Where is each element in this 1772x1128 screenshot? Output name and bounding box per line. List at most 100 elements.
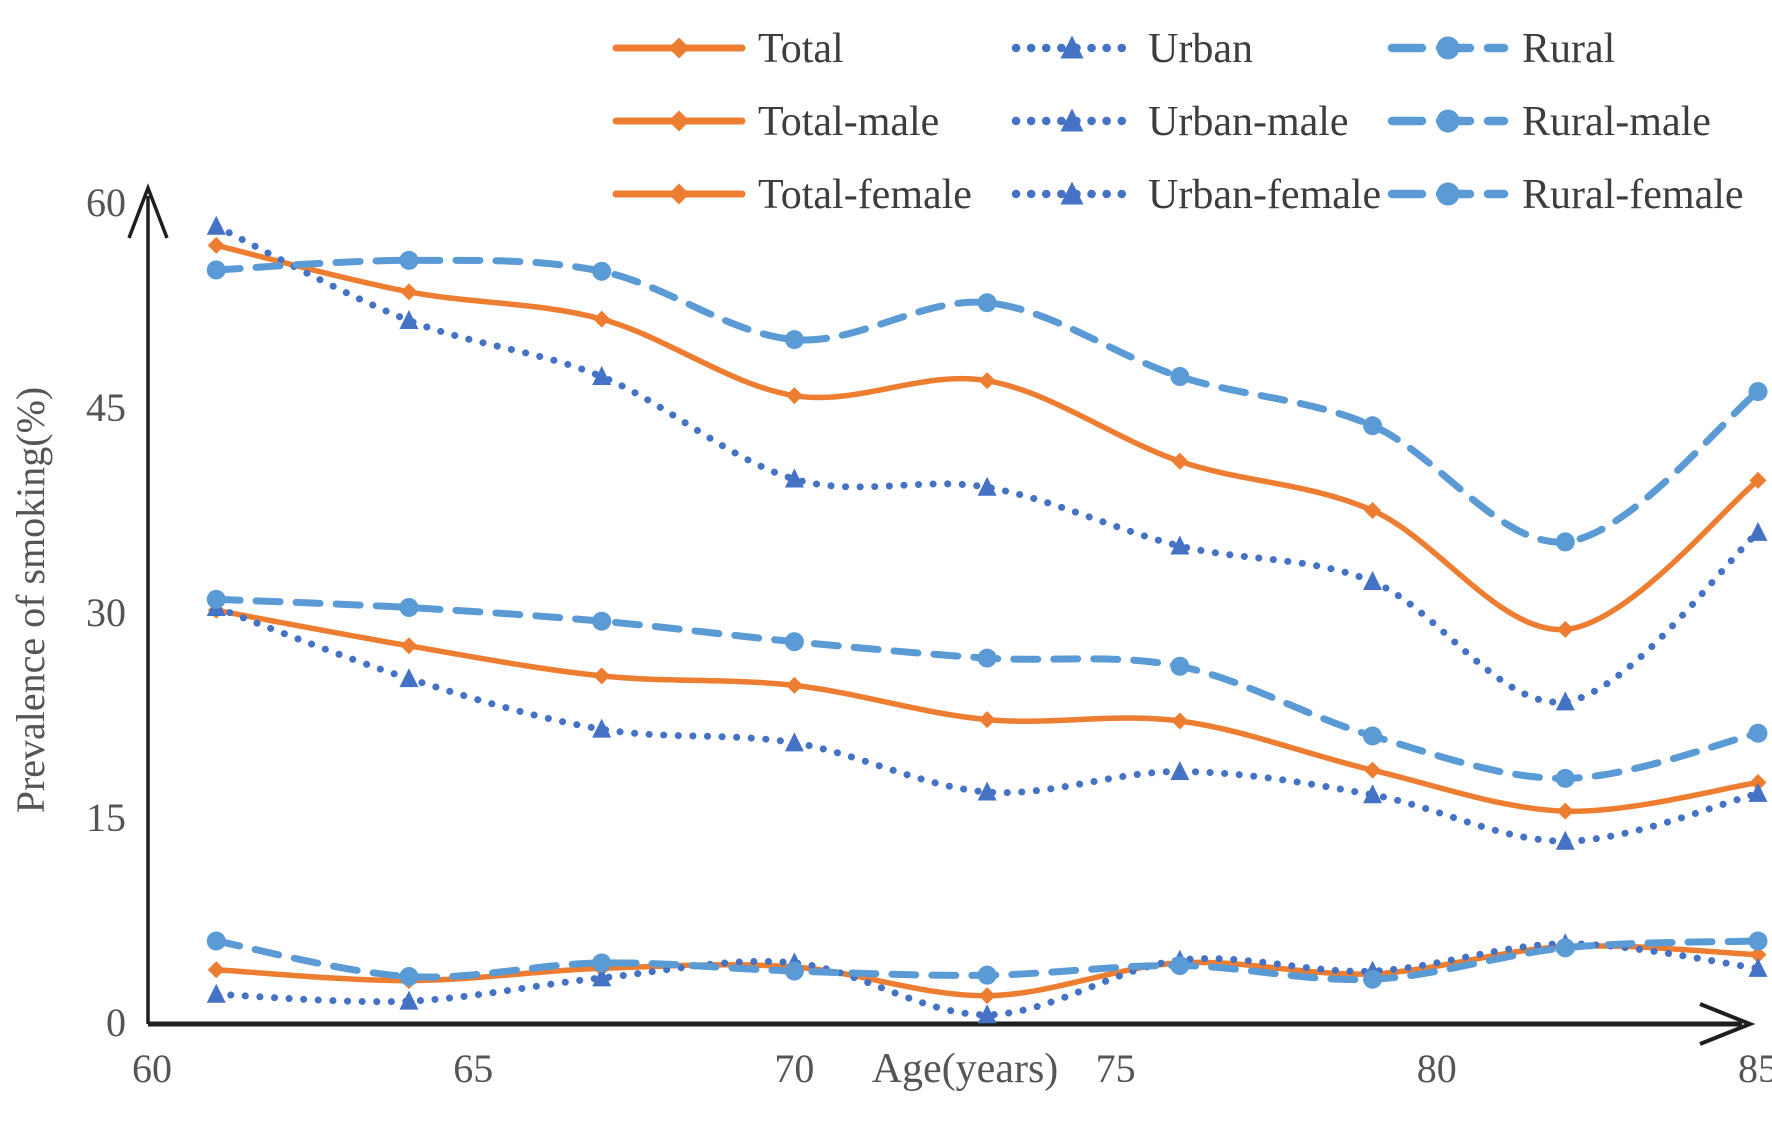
diamond-marker (1749, 773, 1767, 791)
triangle-marker (977, 476, 997, 496)
triangle-marker (592, 718, 612, 738)
y-tick-label: 15 (86, 795, 126, 840)
circle-marker (592, 611, 612, 631)
triangle-marker (1060, 35, 1084, 59)
legend-label: Urban (1148, 26, 1253, 72)
triangle-marker (977, 781, 997, 801)
diamond-marker (668, 110, 690, 132)
circle-marker (592, 261, 612, 281)
triangle-marker (399, 990, 419, 1010)
series-markers-urban-male (206, 215, 1768, 711)
triangle-marker (399, 310, 419, 330)
diamond-marker (1364, 761, 1382, 779)
triangle-marker (1170, 535, 1190, 555)
triangle-marker (977, 1004, 997, 1024)
circle-marker (1436, 36, 1460, 60)
diamond-marker (785, 387, 803, 405)
triangle-marker (206, 215, 226, 235)
x-tick-labels: 60 65 70 75 80 85 (132, 1046, 1772, 1091)
legend-item-rural-female: Rural-female (1387, 172, 1744, 218)
circle-marker (784, 632, 804, 652)
legend-item-rural: Rural (1387, 26, 1615, 72)
series-urban-male (206, 215, 1768, 711)
x-tick-label: 60 (132, 1046, 172, 1091)
triangle-marker (592, 967, 612, 987)
legend-label: Total-female (758, 172, 972, 218)
circle-marker (1436, 109, 1460, 133)
triangle-marker (1363, 784, 1383, 804)
circle-marker (1436, 182, 1460, 206)
triangle-marker (784, 468, 804, 488)
diamond-marker (1364, 501, 1382, 519)
circle-marker (1748, 723, 1768, 743)
diamond-marker (1749, 946, 1767, 964)
x-tick-label: 65 (453, 1046, 493, 1091)
series-markers-total-male (207, 236, 1767, 638)
circle-marker (977, 293, 997, 313)
circle-marker (206, 589, 226, 609)
legend-label: Rural-male (1522, 99, 1711, 145)
diamond-marker (1171, 452, 1189, 470)
circle-marker (1555, 768, 1575, 788)
series-rural-female (206, 931, 1768, 989)
series-line-rural-male (212, 256, 1762, 546)
series-total-male (207, 236, 1767, 638)
x-axis-title: Age(years) (872, 1046, 1059, 1092)
legend-item-total-female: Total-female (612, 172, 972, 218)
series-line-total (213, 607, 1761, 814)
circle-marker (1748, 382, 1768, 402)
legend-item-urban-male: Urban-male (1011, 99, 1349, 145)
diamond-marker (400, 283, 418, 301)
circle-marker (399, 250, 419, 270)
axes (127, 183, 1756, 1046)
diamond-marker (978, 711, 996, 729)
legend-item-urban: Urban (1011, 26, 1253, 72)
circle-marker (784, 961, 804, 981)
circle-marker (206, 931, 226, 951)
circle-marker (1748, 931, 1768, 951)
triangle-marker (592, 366, 612, 386)
diamond-marker (785, 676, 803, 694)
legend-label: Total-male (758, 99, 939, 145)
series-markers-rural (206, 589, 1768, 788)
legend: Total Urban Rural Total-male Urban-male Rural… (612, 26, 1744, 218)
y-axis-arrow-icon (127, 183, 169, 239)
triangle-marker (399, 668, 419, 688)
series-line-urban-female (212, 940, 1762, 1019)
y-tick-label: 30 (86, 590, 126, 635)
legend-item-rural-male: Rural-male (1387, 99, 1711, 145)
x-tick-label: 80 (1417, 1046, 1457, 1091)
circle-marker (1363, 969, 1383, 989)
triangle-marker (1748, 521, 1768, 541)
triangle-marker (1555, 830, 1575, 850)
triangle-marker (1555, 691, 1575, 711)
legend-item-total-male: Total-male (612, 99, 939, 145)
triangle-marker (1748, 782, 1768, 802)
circle-marker (399, 967, 419, 987)
diamond-marker (668, 37, 690, 59)
y-tick-labels: 0 15 30 45 60 (86, 180, 126, 1045)
triangle-marker (1060, 108, 1084, 132)
triangle-marker (1748, 957, 1768, 977)
series-line-urban (212, 604, 1762, 845)
diamond-marker (668, 183, 690, 205)
x-axis-arrow-icon (1699, 1002, 1756, 1046)
circle-marker (1363, 726, 1383, 746)
circle-marker (1170, 656, 1190, 676)
circle-marker (1170, 367, 1190, 387)
circle-marker (977, 648, 997, 668)
circle-marker (1363, 416, 1383, 436)
triangle-marker (206, 983, 226, 1003)
series-markers-rural-female (206, 931, 1768, 989)
diamond-marker (1556, 802, 1574, 820)
legend-item-urban-female: Urban-female (1011, 172, 1381, 218)
x-tick-label: 85 (1738, 1046, 1772, 1091)
y-tick-label: 45 (86, 385, 126, 430)
diamond-marker (1556, 620, 1574, 638)
circle-marker (1555, 938, 1575, 958)
y-tick-label: 0 (106, 1000, 126, 1045)
circle-marker (784, 330, 804, 350)
series-rural (206, 589, 1768, 788)
series-line-urban-male (212, 222, 1762, 706)
